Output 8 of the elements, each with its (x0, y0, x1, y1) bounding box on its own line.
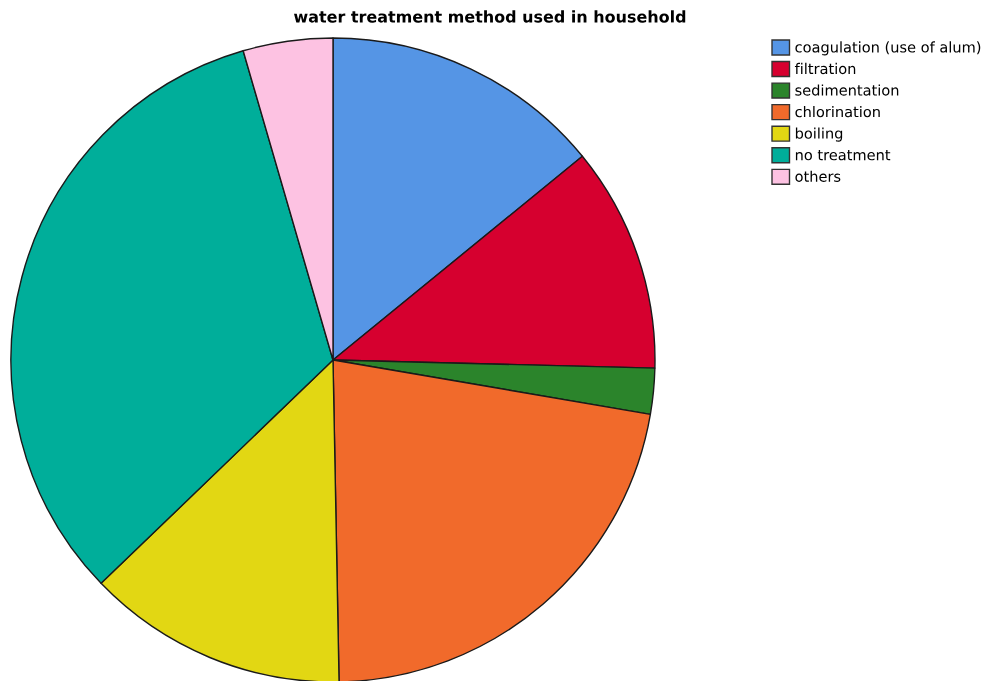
legend-label: others (795, 170, 841, 182)
legend-label: boiling (795, 127, 843, 142)
legend-label: sedimentation (795, 84, 899, 96)
legend-label: filtration (794, 62, 856, 75)
legend-label: chlorination (795, 105, 880, 118)
legend-label: no treatment (795, 149, 891, 161)
chart-title: water treatment method used in household (294, 10, 686, 23)
legend-label: coagulation (use of alum) (795, 41, 981, 56)
